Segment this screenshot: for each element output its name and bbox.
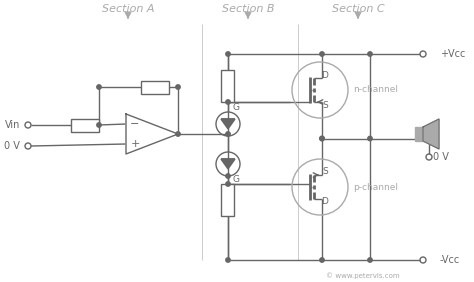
Text: S: S <box>322 168 328 177</box>
Text: Rin: Rin <box>77 120 93 130</box>
Circle shape <box>226 174 230 178</box>
Text: +Vcc: +Vcc <box>440 49 465 59</box>
Bar <box>415 127 423 141</box>
Bar <box>221 70 235 102</box>
Polygon shape <box>423 119 439 149</box>
Text: 0 V: 0 V <box>433 152 449 162</box>
Circle shape <box>368 136 372 141</box>
Text: G: G <box>233 102 239 111</box>
Text: G: G <box>233 175 239 184</box>
Bar <box>141 80 169 94</box>
Polygon shape <box>126 114 178 154</box>
Circle shape <box>226 100 230 104</box>
Text: Section C: Section C <box>332 4 384 14</box>
Text: p-channel: p-channel <box>353 182 398 191</box>
Circle shape <box>176 132 180 136</box>
Text: +: + <box>130 139 140 149</box>
Circle shape <box>176 85 180 89</box>
Circle shape <box>320 52 324 56</box>
Text: Rf: Rf <box>150 82 160 92</box>
Circle shape <box>97 85 101 89</box>
Text: 0 V: 0 V <box>4 141 20 151</box>
Polygon shape <box>221 119 235 129</box>
Text: D: D <box>321 197 328 206</box>
Circle shape <box>320 258 324 262</box>
Text: Vin: Vin <box>5 120 20 130</box>
Text: D: D <box>321 70 328 80</box>
Bar <box>221 184 235 216</box>
Circle shape <box>226 132 230 136</box>
Text: -Vcc: -Vcc <box>440 255 460 265</box>
Circle shape <box>226 52 230 56</box>
Circle shape <box>226 182 230 186</box>
Circle shape <box>97 123 101 127</box>
Text: Section B: Section B <box>222 4 274 14</box>
Circle shape <box>368 258 372 262</box>
Text: −: − <box>130 119 140 129</box>
Polygon shape <box>221 159 235 169</box>
Text: n-channel: n-channel <box>353 85 398 94</box>
Text: Section A: Section A <box>102 4 154 14</box>
Circle shape <box>320 136 324 141</box>
Text: © www.petervis.com: © www.petervis.com <box>327 273 400 279</box>
Bar <box>71 118 99 131</box>
Circle shape <box>368 52 372 56</box>
Circle shape <box>320 136 324 141</box>
Circle shape <box>226 258 230 262</box>
Text: S: S <box>322 100 328 109</box>
